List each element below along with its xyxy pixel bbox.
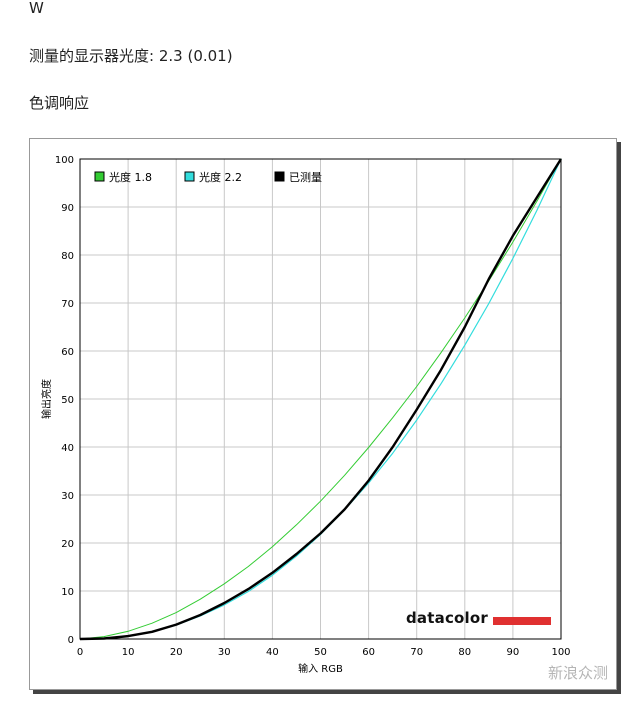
heading-w: W	[29, 0, 44, 17]
x-tick-label-40: 40	[266, 647, 279, 658]
datacolor-logo-bar	[493, 617, 551, 625]
legend-swatch-1	[94, 171, 105, 182]
x-tick-label-70: 70	[410, 647, 423, 658]
x-tick-label-60: 60	[362, 647, 375, 658]
y-tick-label-80: 80	[61, 251, 74, 262]
x-axis-label: 输入 RGB	[298, 662, 343, 675]
gamma-label: 测量的显示器光度:	[29, 47, 155, 65]
y-axis-label: 输出亮度	[40, 379, 53, 419]
watermark: 新浪众测	[548, 664, 609, 682]
legend-label-1: 光度 1.8	[109, 170, 152, 184]
x-tick-label-0: 0	[77, 647, 83, 658]
legend-label-3: 已测量	[289, 171, 322, 184]
y-tick-label-30: 30	[61, 491, 74, 502]
x-tick-label-100: 100	[551, 647, 570, 658]
y-tick-label-10: 10	[61, 587, 74, 598]
x-tick-label-30: 30	[218, 647, 231, 658]
x-tick-label-50: 50	[314, 647, 327, 658]
tone-response-heading: 色调响应	[29, 94, 90, 112]
tone-response-chart: 0 10 20 30 40 50 60 70 80 90 100 0 10 20 30 40 50 60 70 80 9…	[40, 155, 571, 675]
datacolor-logo: datacolor	[406, 609, 488, 627]
x-tick-label-90: 90	[507, 647, 520, 658]
y-tick-label-20: 20	[61, 539, 74, 550]
x-tick-label-80: 80	[458, 647, 471, 658]
y-tick-label-0: 0	[68, 635, 74, 646]
x-tick-label-20: 20	[170, 647, 183, 658]
plot-border	[79, 158, 562, 640]
x-tick-label-10: 10	[122, 647, 135, 658]
series-line-3	[79, 158, 563, 641]
y-tick-label-50: 50	[61, 395, 74, 406]
y-tick-label-70: 70	[61, 299, 74, 310]
gamma-value: 2.3 (0.01)	[158, 47, 233, 65]
y-tick-label-40: 40	[61, 443, 74, 454]
chart-frame: 0 10 20 30 40 50 60 70 80 90 100 0 10 20 30 40 50 60 70 80 9…	[29, 138, 617, 690]
y-tick-label-100: 100	[55, 155, 74, 166]
legend-swatch-2	[184, 171, 195, 182]
measured-gamma-line: 测量的显示器光度: 2.3 (0.01)	[29, 45, 233, 66]
y-tick-label-60: 60	[61, 347, 74, 358]
legend-label-2: 光度 2.2	[199, 170, 242, 184]
y-tick-label-90: 90	[61, 203, 74, 214]
legend-swatch-3	[274, 171, 285, 182]
